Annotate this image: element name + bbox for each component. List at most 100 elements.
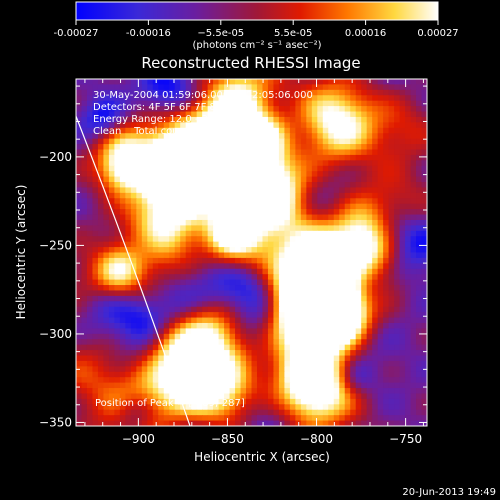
heatmap-cell xyxy=(278,79,285,86)
heatmap-cell xyxy=(267,100,275,107)
heatmap-cell xyxy=(158,192,165,199)
heatmap-cell xyxy=(125,274,132,281)
heatmap-cell xyxy=(125,171,132,178)
heatmap-cell xyxy=(284,322,291,329)
heatmap-cell xyxy=(196,252,203,259)
heatmap-cell xyxy=(328,230,335,237)
heatmap-cell xyxy=(229,290,236,297)
heatmap-cell xyxy=(262,165,269,172)
heatmap-cell xyxy=(350,95,357,102)
heatmap-cell xyxy=(174,339,181,346)
heatmap-cell xyxy=(361,301,368,308)
heatmap-cell xyxy=(295,339,302,346)
heatmap-cell xyxy=(180,393,187,400)
heatmap-cell xyxy=(218,377,225,384)
heatmap-cell xyxy=(86,257,94,264)
heatmap-cell xyxy=(339,100,346,107)
heatmap-cell xyxy=(394,393,401,400)
heatmap-cell xyxy=(169,360,176,367)
heatmap-cell xyxy=(130,176,137,183)
heatmap-cell xyxy=(372,187,379,194)
heatmap-cell xyxy=(278,420,285,426)
heatmap-cell xyxy=(344,268,351,275)
heatmap-cell xyxy=(81,317,88,324)
heatmap-cell xyxy=(125,355,132,362)
heatmap-cell xyxy=(388,116,395,123)
heatmap-cell xyxy=(191,328,198,335)
heatmap-cell xyxy=(97,263,105,270)
heatmap-cell xyxy=(158,350,165,357)
heatmap-cell xyxy=(114,144,121,151)
heatmap-cell xyxy=(81,333,88,340)
heatmap-cell xyxy=(289,371,296,378)
heatmap-cell xyxy=(97,203,105,210)
heatmap-cell xyxy=(410,388,417,395)
heatmap-cell xyxy=(191,165,198,172)
heatmap-cell xyxy=(317,350,324,357)
heatmap-cell xyxy=(240,339,247,346)
heatmap-cell xyxy=(256,404,264,411)
heatmap-cell xyxy=(207,241,214,248)
heatmap-cell xyxy=(278,312,285,319)
heatmap-cell xyxy=(136,360,143,367)
heatmap-cell xyxy=(306,165,313,172)
heatmap-cell xyxy=(207,344,214,351)
heatmap-cell xyxy=(394,290,401,297)
heatmap-cell xyxy=(361,328,368,335)
heatmap-cell xyxy=(284,344,291,351)
heatmap-cell xyxy=(114,127,121,134)
heatmap-cell xyxy=(202,187,209,194)
heatmap-cell xyxy=(251,312,258,319)
heatmap-cell xyxy=(394,398,401,405)
heatmap-cell xyxy=(213,176,220,183)
x-tick-label: −800 xyxy=(300,432,333,446)
heatmap-cell xyxy=(174,322,181,329)
heatmap-cell xyxy=(322,306,329,313)
heatmap-cell xyxy=(141,144,148,151)
heatmap-cell xyxy=(130,241,137,248)
heatmap-cell xyxy=(311,225,318,232)
heatmap-cell xyxy=(114,209,121,216)
x-axis: −900 −850 −800 −750 xyxy=(84,79,424,446)
heatmap-cell xyxy=(267,192,275,199)
heatmap-cell xyxy=(202,219,209,226)
heatmap-cell xyxy=(306,268,313,275)
heatmap-cell xyxy=(207,263,214,270)
heatmap-cell xyxy=(224,236,231,243)
heatmap-cell xyxy=(125,230,132,237)
heatmap-cell xyxy=(76,263,83,270)
heatmap-cell xyxy=(383,388,390,395)
heatmap-cell xyxy=(311,263,318,270)
heatmap-cell xyxy=(125,214,132,221)
heatmap-cell xyxy=(289,263,296,270)
heatmap-cell xyxy=(273,382,280,389)
heatmap-cell xyxy=(300,404,307,411)
heatmap-cell xyxy=(185,247,192,254)
heatmap-cell xyxy=(322,165,329,172)
heatmap-cell xyxy=(361,106,368,113)
heatmap-cell xyxy=(410,79,417,86)
heatmap-cell xyxy=(311,127,318,134)
heatmap-cell xyxy=(256,322,264,329)
heatmap-cell xyxy=(108,257,115,264)
heatmap-cell xyxy=(251,89,258,96)
heatmap-cell xyxy=(196,149,203,156)
heatmap-cell xyxy=(289,306,296,313)
heatmap-cell xyxy=(383,165,390,172)
heatmap-cell xyxy=(229,285,236,292)
heatmap-cell xyxy=(399,328,406,335)
heatmap-cell xyxy=(97,306,105,313)
x-tick-label: −850 xyxy=(211,432,244,446)
heatmap-cell xyxy=(273,263,280,270)
heatmap-cell xyxy=(152,241,159,248)
heatmap-cell xyxy=(114,420,121,426)
heatmap-cell xyxy=(300,415,307,422)
heatmap-cell xyxy=(273,322,280,329)
heatmap-cell xyxy=(185,328,192,335)
heatmap-cell xyxy=(191,382,198,389)
heatmap-cell xyxy=(383,377,390,384)
heatmap-cell xyxy=(388,154,395,161)
heatmap-cell xyxy=(355,122,362,129)
heatmap-cell xyxy=(152,95,159,102)
heatmap-cell xyxy=(103,355,110,362)
